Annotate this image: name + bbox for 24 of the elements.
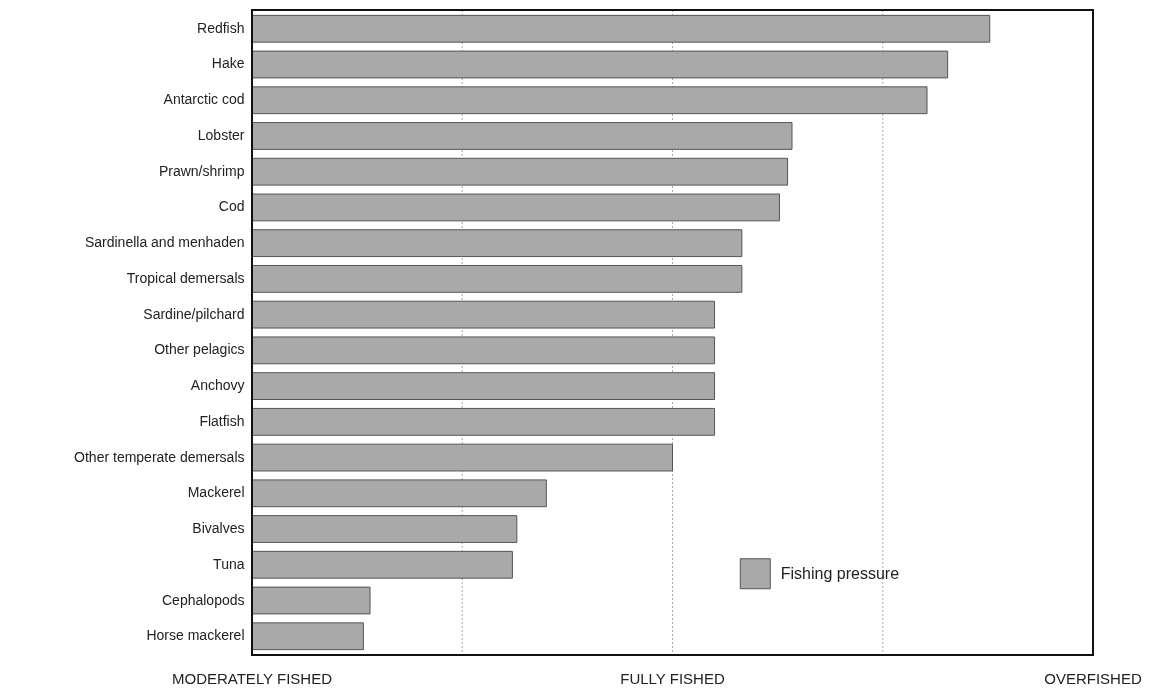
y-tick-label: Redfish xyxy=(197,19,245,36)
y-tick-label: Tropical demersals xyxy=(126,269,245,286)
y-tick-label: Flatfish xyxy=(199,412,245,429)
y-tick-label: Bivalves xyxy=(192,520,245,537)
y-tick-label: Lobster xyxy=(197,126,245,143)
y-tick-label: Cephalopods xyxy=(161,591,245,608)
bar xyxy=(251,622,364,651)
legend-label: Fishing pressure xyxy=(780,564,900,582)
y-tick-label: Prawn/shrimp xyxy=(158,162,245,179)
y-tick-label: Other pelagics xyxy=(154,341,245,358)
text: MODERATELY FISHED xyxy=(171,670,333,687)
y-tick-label: Sardinella and menhaden xyxy=(84,234,245,251)
text: OVERFISHED xyxy=(1044,670,1142,687)
y-tick-label: Horse mackerel xyxy=(146,627,245,644)
y-tick-label: Other temperate demersals xyxy=(74,448,245,465)
y-tick-label: Cod xyxy=(218,198,245,215)
text: FULLY FISHED xyxy=(620,670,725,687)
y-tick-label: Hake xyxy=(211,55,245,72)
y-tick-label: Tuna xyxy=(213,555,245,572)
bar xyxy=(251,586,371,615)
y-tick-label: Antarctic cod xyxy=(163,91,245,108)
y-tick-label: Mackerel xyxy=(187,484,245,501)
y-tick-label: Sardine/pilchard xyxy=(143,305,245,322)
y-tick-label: Anchovy xyxy=(190,377,245,394)
